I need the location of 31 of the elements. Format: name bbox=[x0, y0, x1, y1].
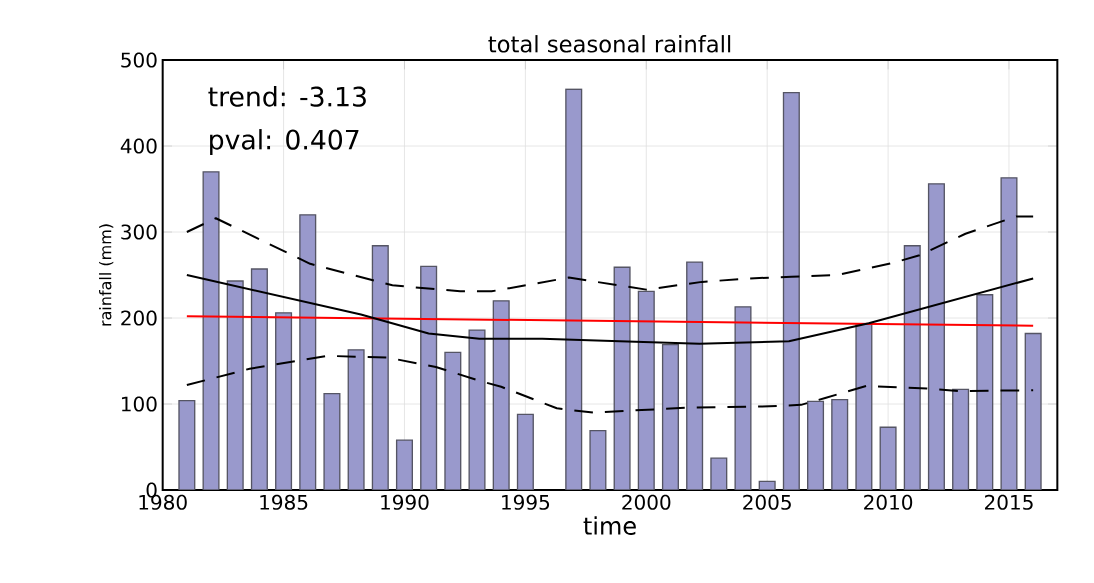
x-tick-label: 1985 bbox=[260, 494, 308, 510]
bar bbox=[250, 268, 268, 490]
x-axis-title: time bbox=[583, 516, 636, 535]
bar bbox=[782, 92, 800, 490]
x-tick-label: 2010 bbox=[864, 494, 913, 510]
y-tick-label: 200 bbox=[121, 310, 157, 326]
bar bbox=[661, 344, 679, 490]
line-series bbox=[185, 274, 1035, 345]
y-tick-label: 400 bbox=[120, 138, 157, 154]
bar bbox=[395, 439, 413, 490]
bar bbox=[686, 261, 704, 490]
y-tick-label: 500 bbox=[121, 52, 157, 68]
annotation: pval: 0.407 bbox=[210, 129, 359, 155]
x-tick-label: 2015 bbox=[984, 494, 1033, 510]
y-tick-label: 100 bbox=[121, 396, 157, 412]
x-tick-label: 2005 bbox=[743, 494, 791, 510]
bar bbox=[275, 312, 293, 490]
y-axis-title: rainfall (mm) bbox=[99, 224, 114, 326]
x-tick-label: 1995 bbox=[502, 494, 550, 510]
bar bbox=[927, 183, 945, 490]
bar bbox=[516, 413, 534, 490]
line-series bbox=[185, 354, 1035, 414]
x-tick-label: 1990 bbox=[381, 494, 429, 510]
bar bbox=[807, 400, 825, 490]
chart-title: total seasonal rainfall bbox=[488, 35, 731, 53]
line-series bbox=[185, 215, 1035, 293]
y-tick-label: 300 bbox=[121, 224, 157, 240]
bar bbox=[420, 266, 437, 490]
x-tick-label: 2000 bbox=[622, 494, 671, 510]
annotation: trend: -3.13 bbox=[208, 86, 366, 107]
bar bbox=[952, 388, 970, 490]
